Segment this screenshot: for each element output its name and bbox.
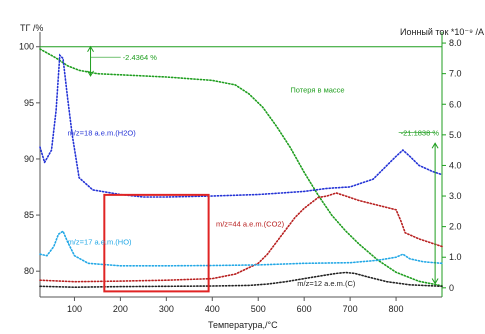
series-line-4 <box>39 271 443 289</box>
ticks-layer: 100 200 300 400 500 600 700 800 80 85 90 95 100 0 1.0 2… <box>19 38 462 314</box>
x-tick-label-200: 200 <box>113 304 128 314</box>
x-tick-label-400: 400 <box>205 304 220 314</box>
y-right-tick-label-2: 2.0 <box>449 222 462 232</box>
y-left-tick-label-100: 100 <box>19 42 34 52</box>
y-left-tick-label-90: 90 <box>24 154 34 164</box>
annotation-layer: -2.4364 % Потеря в массе -21.1838 % m/z=18 … <box>68 45 440 293</box>
x-tick-label-100: 100 <box>67 304 82 314</box>
plot-frame <box>39 32 443 298</box>
y-right-tick-label-7: 7.0 <box>449 69 462 79</box>
annotation-arrowhead-top-0 <box>87 45 94 52</box>
y-right-tick-label-3: 3.0 <box>449 191 462 201</box>
series-line-3 <box>39 229 443 267</box>
annotation-label-2: -21.1838 % <box>401 128 440 137</box>
y-right-tick-label-0: 0 <box>449 283 454 293</box>
annotation-arrowhead-bottom-0 <box>87 70 94 77</box>
annotation-label-5: m/z=17 a.e.m.(HO) <box>68 237 132 246</box>
annotation-label-0: -2.4364 % <box>123 53 158 62</box>
annotation-arrowhead-bottom-2 <box>431 278 439 285</box>
series-line-1 <box>39 53 443 198</box>
y-left-tick-label-95: 95 <box>24 98 34 108</box>
y-right-tick-label-4: 4.0 <box>449 160 462 170</box>
series-line-2 <box>39 192 443 283</box>
y-axis-left-label: ТГ /% <box>20 23 43 33</box>
y-right-tick-label-5: 5.0 <box>449 130 462 140</box>
y-right-tick-label-8: 8.0 <box>449 38 462 48</box>
x-tick-label-700: 700 <box>343 304 358 314</box>
highlight-box <box>103 193 210 293</box>
annotation-label-1: Потеря в массе <box>290 86 344 95</box>
x-tick-label-300: 300 <box>159 304 174 314</box>
y-left-tick-label-80: 80 <box>24 266 34 276</box>
x-tick-label-500: 500 <box>251 304 266 314</box>
annotation-label-6: m/z=12 a.e.m.(C) <box>297 279 356 288</box>
x-tick-label-600: 600 <box>297 304 312 314</box>
annotation-label-4: m/z=44 a.e.m.(CO2) <box>216 219 285 228</box>
y-right-tick-label-1: 1.0 <box>449 252 462 262</box>
x-tick-label-800: 800 <box>389 304 404 314</box>
y-axis-right-label: Ионный ток *10⁻⁹ /А <box>400 27 484 37</box>
annotation-label-3: m/z=18 a.e.m.(H2O) <box>68 128 137 137</box>
y-left-tick-label-85: 85 <box>24 210 34 220</box>
x-axis-label: Температура,/°C <box>208 320 278 330</box>
y-right-tick-label-6: 6.0 <box>449 99 462 109</box>
annotation-arrowhead-top-2 <box>431 142 439 149</box>
